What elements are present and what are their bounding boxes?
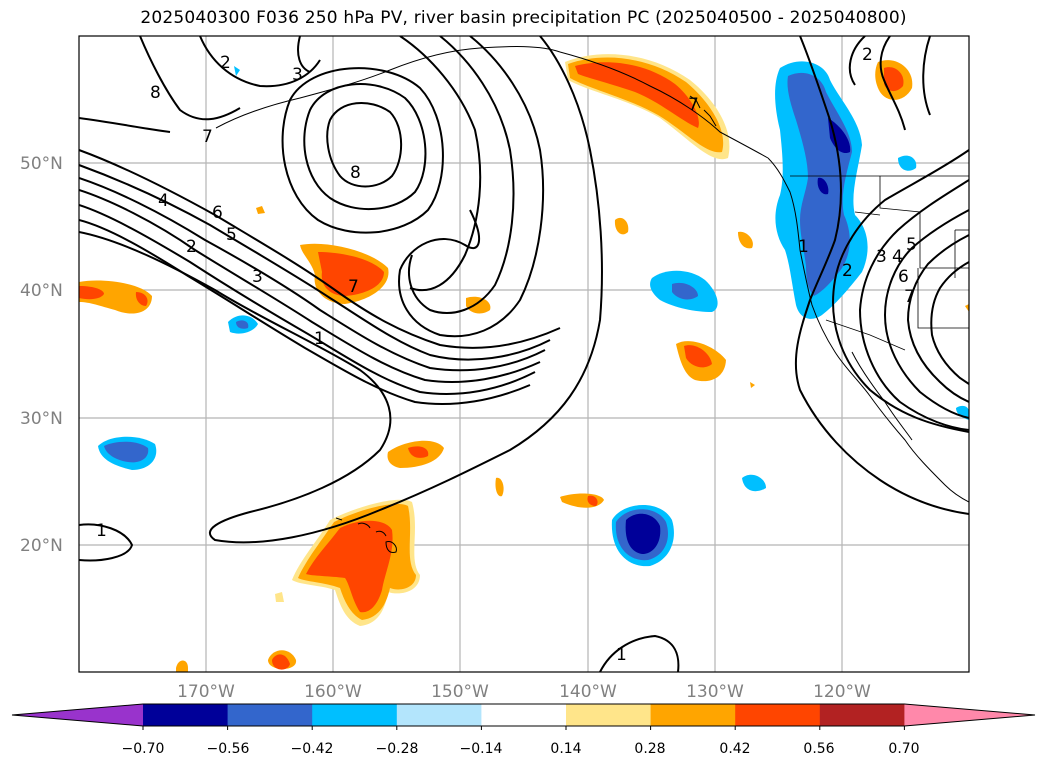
colorbar-tick-label: −0.14 xyxy=(460,741,503,757)
pv-contour-labels: 8 7 6 5 4 3 2 1 2 3 7 8 1 1 2 1 3 4 5 6 … xyxy=(96,45,917,665)
contour-label: 7 xyxy=(688,95,699,115)
precip-negative-anomalies xyxy=(98,61,969,567)
map-border xyxy=(78,35,970,673)
precip-positive-anomalies xyxy=(79,54,969,672)
contour-label: 2 xyxy=(186,237,197,257)
pv-contours xyxy=(79,36,969,672)
contour-label: 5 xyxy=(906,235,917,255)
contour-label: 3 xyxy=(292,65,303,85)
colorbar-tick-label: −0.28 xyxy=(376,741,419,757)
lon-label: 150°W xyxy=(431,682,489,702)
contour-label: 3 xyxy=(252,267,263,287)
map-title: 2025040300 F036 250 hPa PV, river basin … xyxy=(140,8,907,28)
colorbar-tick-label: 0.56 xyxy=(803,741,834,757)
lat-labels: 50°N 40°N 30°N 20°N xyxy=(20,154,63,556)
lon-label: 120°W xyxy=(813,682,871,702)
contour-label: 6 xyxy=(898,267,909,287)
contour-label: 2 xyxy=(220,53,231,73)
lon-labels: 170°W 160°W 150°W 140°W 130°W 120°W xyxy=(177,682,871,702)
colorbar-segment xyxy=(312,704,398,726)
contour-label: 1 xyxy=(314,329,325,349)
lat-label: 50°N xyxy=(20,154,63,174)
contour-label: 2 xyxy=(842,261,853,281)
lat-label: 30°N xyxy=(20,409,63,429)
lon-label: 140°W xyxy=(559,682,617,702)
colorbar-tick-label: 0.14 xyxy=(550,741,581,757)
colorbar-segment xyxy=(396,704,482,726)
contour-label: 7 xyxy=(904,287,915,307)
colorbar-tick-label: 0.42 xyxy=(719,741,750,757)
contour-label: 7 xyxy=(202,127,213,147)
colorbar-tick-label: 0.70 xyxy=(888,741,919,757)
colorbar xyxy=(11,703,1036,730)
contour-label: 5 xyxy=(226,225,237,245)
lon-label: 160°W xyxy=(304,682,362,702)
colorbar-extend-low xyxy=(12,704,143,726)
lat-label: 40°N xyxy=(20,281,63,301)
contour-label: 6 xyxy=(212,203,223,223)
colorbar-tick-label: −0.56 xyxy=(207,741,250,757)
contour-label: 1 xyxy=(798,237,809,257)
colorbar-tick-label: 0.28 xyxy=(634,741,665,757)
colorbar-tick-label: −0.70 xyxy=(122,741,165,757)
contour-label: 3 xyxy=(876,247,887,267)
colorbar-tick-label: −0.42 xyxy=(291,741,334,757)
lon-label: 130°W xyxy=(686,682,744,702)
colorbar-segment xyxy=(650,704,736,726)
contour-label: 8 xyxy=(150,83,161,103)
contour-label: 4 xyxy=(158,191,169,211)
colorbar-labels: −0.70 −0.56 −0.42 −0.28 −0.14 0.14 0.28 … xyxy=(122,741,920,757)
contour-label: 1 xyxy=(616,645,627,665)
lat-label: 20°N xyxy=(20,536,63,556)
contour-label: 8 xyxy=(350,163,361,183)
colorbar-extend-high xyxy=(904,704,1035,726)
lon-label: 170°W xyxy=(177,682,235,702)
colorbar-segment xyxy=(566,704,652,726)
contour-label: 7 xyxy=(348,277,359,297)
colorbar-segment xyxy=(227,704,313,726)
colorbar-segment xyxy=(819,704,905,726)
contour-label: 4 xyxy=(892,247,903,267)
contour-label: 1 xyxy=(96,521,107,541)
colorbar-segment xyxy=(143,704,229,726)
colorbar-segment xyxy=(481,704,567,726)
colorbar-segment xyxy=(735,704,821,726)
contour-label: 2 xyxy=(862,45,873,65)
